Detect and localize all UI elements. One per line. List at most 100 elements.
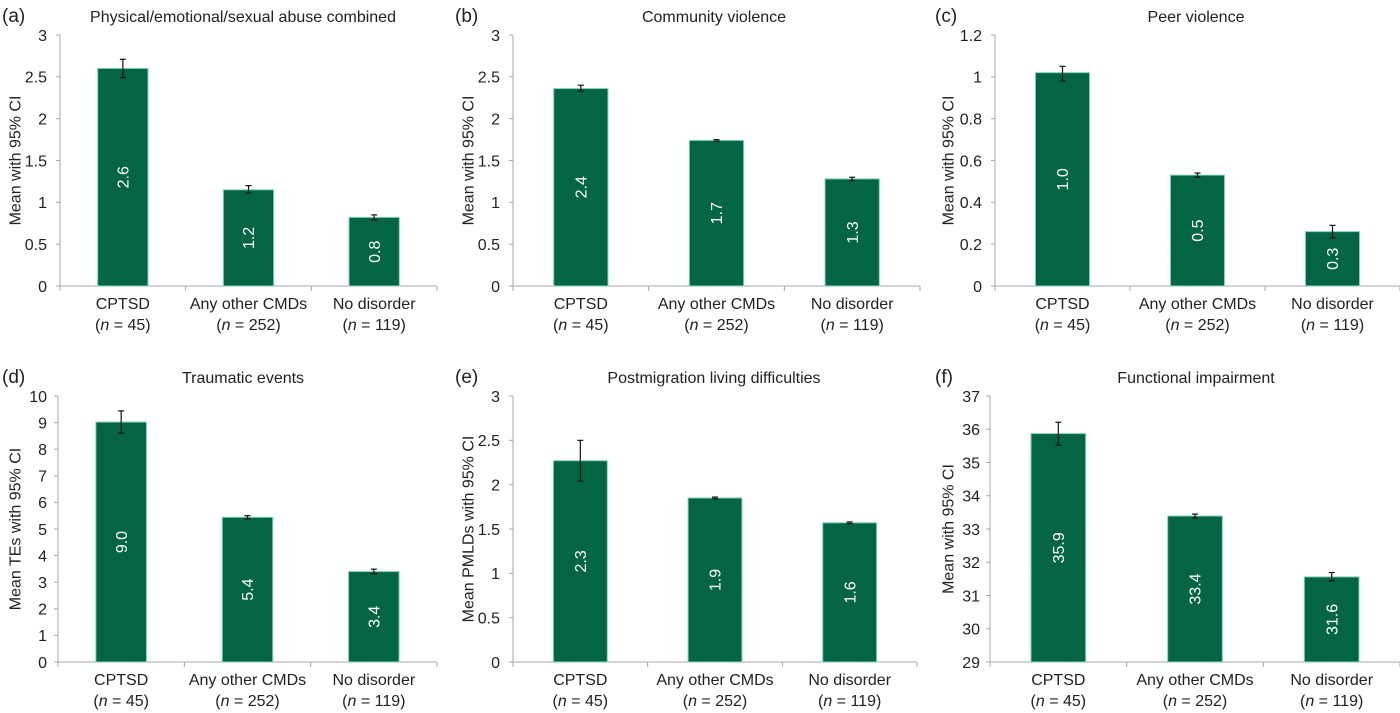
x-category-n-label: (n = 119) xyxy=(821,317,884,334)
bar-no-disorder xyxy=(348,571,400,663)
bar-any-other-cmds xyxy=(687,497,743,663)
bar-any-other-cmds xyxy=(1170,174,1225,287)
x-category-label: Any other CMDs xyxy=(189,672,306,689)
y-tick-label: 31 xyxy=(962,588,980,605)
bar-value-label: 1.0 xyxy=(1055,168,1072,190)
y-tick-label: 6 xyxy=(38,495,47,512)
bar-value-label: 5.4 xyxy=(240,578,257,600)
x-category-n-label: (n = 119) xyxy=(1300,693,1363,710)
x-category-n-label: (n = 119) xyxy=(342,693,405,710)
y-axis-label: Mean TEs with 95% CI xyxy=(8,448,25,610)
y-tick-label: 1 xyxy=(38,628,47,645)
x-category-n-label: (n = 252) xyxy=(215,693,280,710)
y-tick-label: 1.2 xyxy=(960,28,982,45)
y-tick-label: 1 xyxy=(973,70,982,87)
chart-panel-a: (a) Physical/emotional/sexual abuse combi… xyxy=(2,6,438,334)
y-tick-label: 0 xyxy=(491,279,500,296)
x-category-label: CPTSD xyxy=(554,296,608,313)
bar-value-label: 0.3 xyxy=(1325,248,1342,270)
y-tick-label: 8 xyxy=(38,442,47,459)
chart-title: Traumatic events xyxy=(182,370,304,387)
x-category-label: CPTSD xyxy=(1031,672,1085,689)
x-category-n-label: (n = 252) xyxy=(216,317,281,334)
bar-value-label: 1.9 xyxy=(708,569,725,591)
chart-panel-c: (c) Peer violence Mean with 95% CI 0 0.2 0.4 0… xyxy=(935,6,1400,334)
x-category-n-label: (n = 252) xyxy=(684,317,749,334)
bar-cptsd xyxy=(97,67,149,287)
bar-cptsd xyxy=(552,460,608,663)
y-tick-label: 30 xyxy=(962,622,980,639)
x-category-label: Any other CMDs xyxy=(190,296,307,313)
y-tick-label: 3 xyxy=(491,389,500,406)
bar-any-other-cmds xyxy=(688,139,745,287)
x-category-label: No disorder xyxy=(808,672,891,689)
bar-no-disorder xyxy=(348,216,400,287)
panel-letter: (e) xyxy=(455,367,478,388)
x-category-label: Any other CMDs xyxy=(1136,672,1253,689)
bar-no-disorder xyxy=(822,522,878,663)
bar-value-label: 2.6 xyxy=(115,166,132,188)
x-category-n-label: (n = 45) xyxy=(95,317,151,334)
y-tick-label: 0 xyxy=(38,655,47,672)
y-tick-label: 33 xyxy=(962,522,980,539)
y-tick-label: 2.5 xyxy=(478,70,500,87)
x-category-label: Any other CMDs xyxy=(1139,296,1256,313)
x-category-label: No disorder xyxy=(333,296,416,313)
x-category-label: No disorder xyxy=(332,672,415,689)
y-tick-label: 0.2 xyxy=(960,237,982,254)
chart-title: Functional impairment xyxy=(1117,370,1275,387)
x-category-n-label: (n = 45) xyxy=(1035,317,1091,334)
y-tick-label: 9 xyxy=(38,415,47,432)
y-tick-label: 0.6 xyxy=(960,153,982,170)
x-category-label: CPTSD xyxy=(96,296,150,313)
y-tick-label: 2.5 xyxy=(478,433,500,450)
chart-panel-d: (d) Traumatic events Mean TEs with 95% CI 0… xyxy=(2,367,438,710)
bar-any-other-cmds xyxy=(1167,515,1223,663)
y-tick-label: 1 xyxy=(38,195,47,212)
x-category-n-label: (n = 252) xyxy=(1165,317,1230,334)
y-axis-label: Mean with 95% CI xyxy=(941,464,958,594)
x-category-n-label: (n = 119) xyxy=(818,693,881,710)
panel-letter: (a) xyxy=(2,6,25,27)
y-tick-label: 36 xyxy=(962,422,980,439)
chart-panel-e: (e) Postmigration living difficulties Mean… xyxy=(455,367,918,710)
bar-cptsd xyxy=(553,88,609,287)
bar-cptsd xyxy=(95,421,147,663)
chart-panel-b: (b) Community violence Mean with 95% CI 0 0.… xyxy=(455,6,921,334)
y-tick-label: 35 xyxy=(962,455,980,472)
y-tick-label: 2 xyxy=(38,111,47,128)
y-tick-label: 1.5 xyxy=(478,522,500,539)
y-axis-label: Mean with 95% CI xyxy=(461,96,478,226)
y-tick-label: 32 xyxy=(962,555,980,572)
y-tick-label: 3 xyxy=(38,28,47,45)
panel-letter: (c) xyxy=(935,6,957,27)
y-tick-label: 4 xyxy=(38,548,47,565)
chart-panel-f: (f) Functional impairment Mean with 95% CI… xyxy=(935,367,1400,710)
y-tick-label: 2 xyxy=(491,477,500,494)
bar-value-label: 3.4 xyxy=(366,606,383,628)
bar-no-disorder xyxy=(824,178,880,287)
bar-value-label: 2.4 xyxy=(573,176,590,198)
x-category-label: CPTSD xyxy=(553,672,607,689)
bar-any-other-cmds xyxy=(222,189,275,287)
y-axis-label: Mean PMLDs with 95% CI xyxy=(461,436,478,623)
chart-title: Community violence xyxy=(642,9,786,26)
y-tick-label: 5 xyxy=(38,522,47,539)
y-axis-label: Mean with 95% CI xyxy=(941,96,958,226)
bar-value-label: 31.6 xyxy=(1324,604,1341,635)
x-category-n-label: (n = 45) xyxy=(553,317,609,334)
bar-value-label: 35.9 xyxy=(1051,532,1068,563)
y-tick-label: 0.5 xyxy=(478,610,500,627)
x-category-n-label: (n = 45) xyxy=(93,693,149,710)
bar-value-label: 1.2 xyxy=(241,227,258,249)
x-category-label: No disorder xyxy=(811,296,894,313)
bar-value-label: 1.6 xyxy=(842,581,859,603)
bar-value-label: 0.8 xyxy=(367,240,384,262)
x-category-n-label: (n = 119) xyxy=(343,317,406,334)
y-tick-label: 0.8 xyxy=(960,111,982,128)
chart-title: Peer violence xyxy=(1148,9,1245,26)
chart-title: Postmigration living difficulties xyxy=(607,370,820,387)
x-category-n-label: (n = 45) xyxy=(1031,693,1087,710)
y-tick-label: 2 xyxy=(491,111,500,128)
